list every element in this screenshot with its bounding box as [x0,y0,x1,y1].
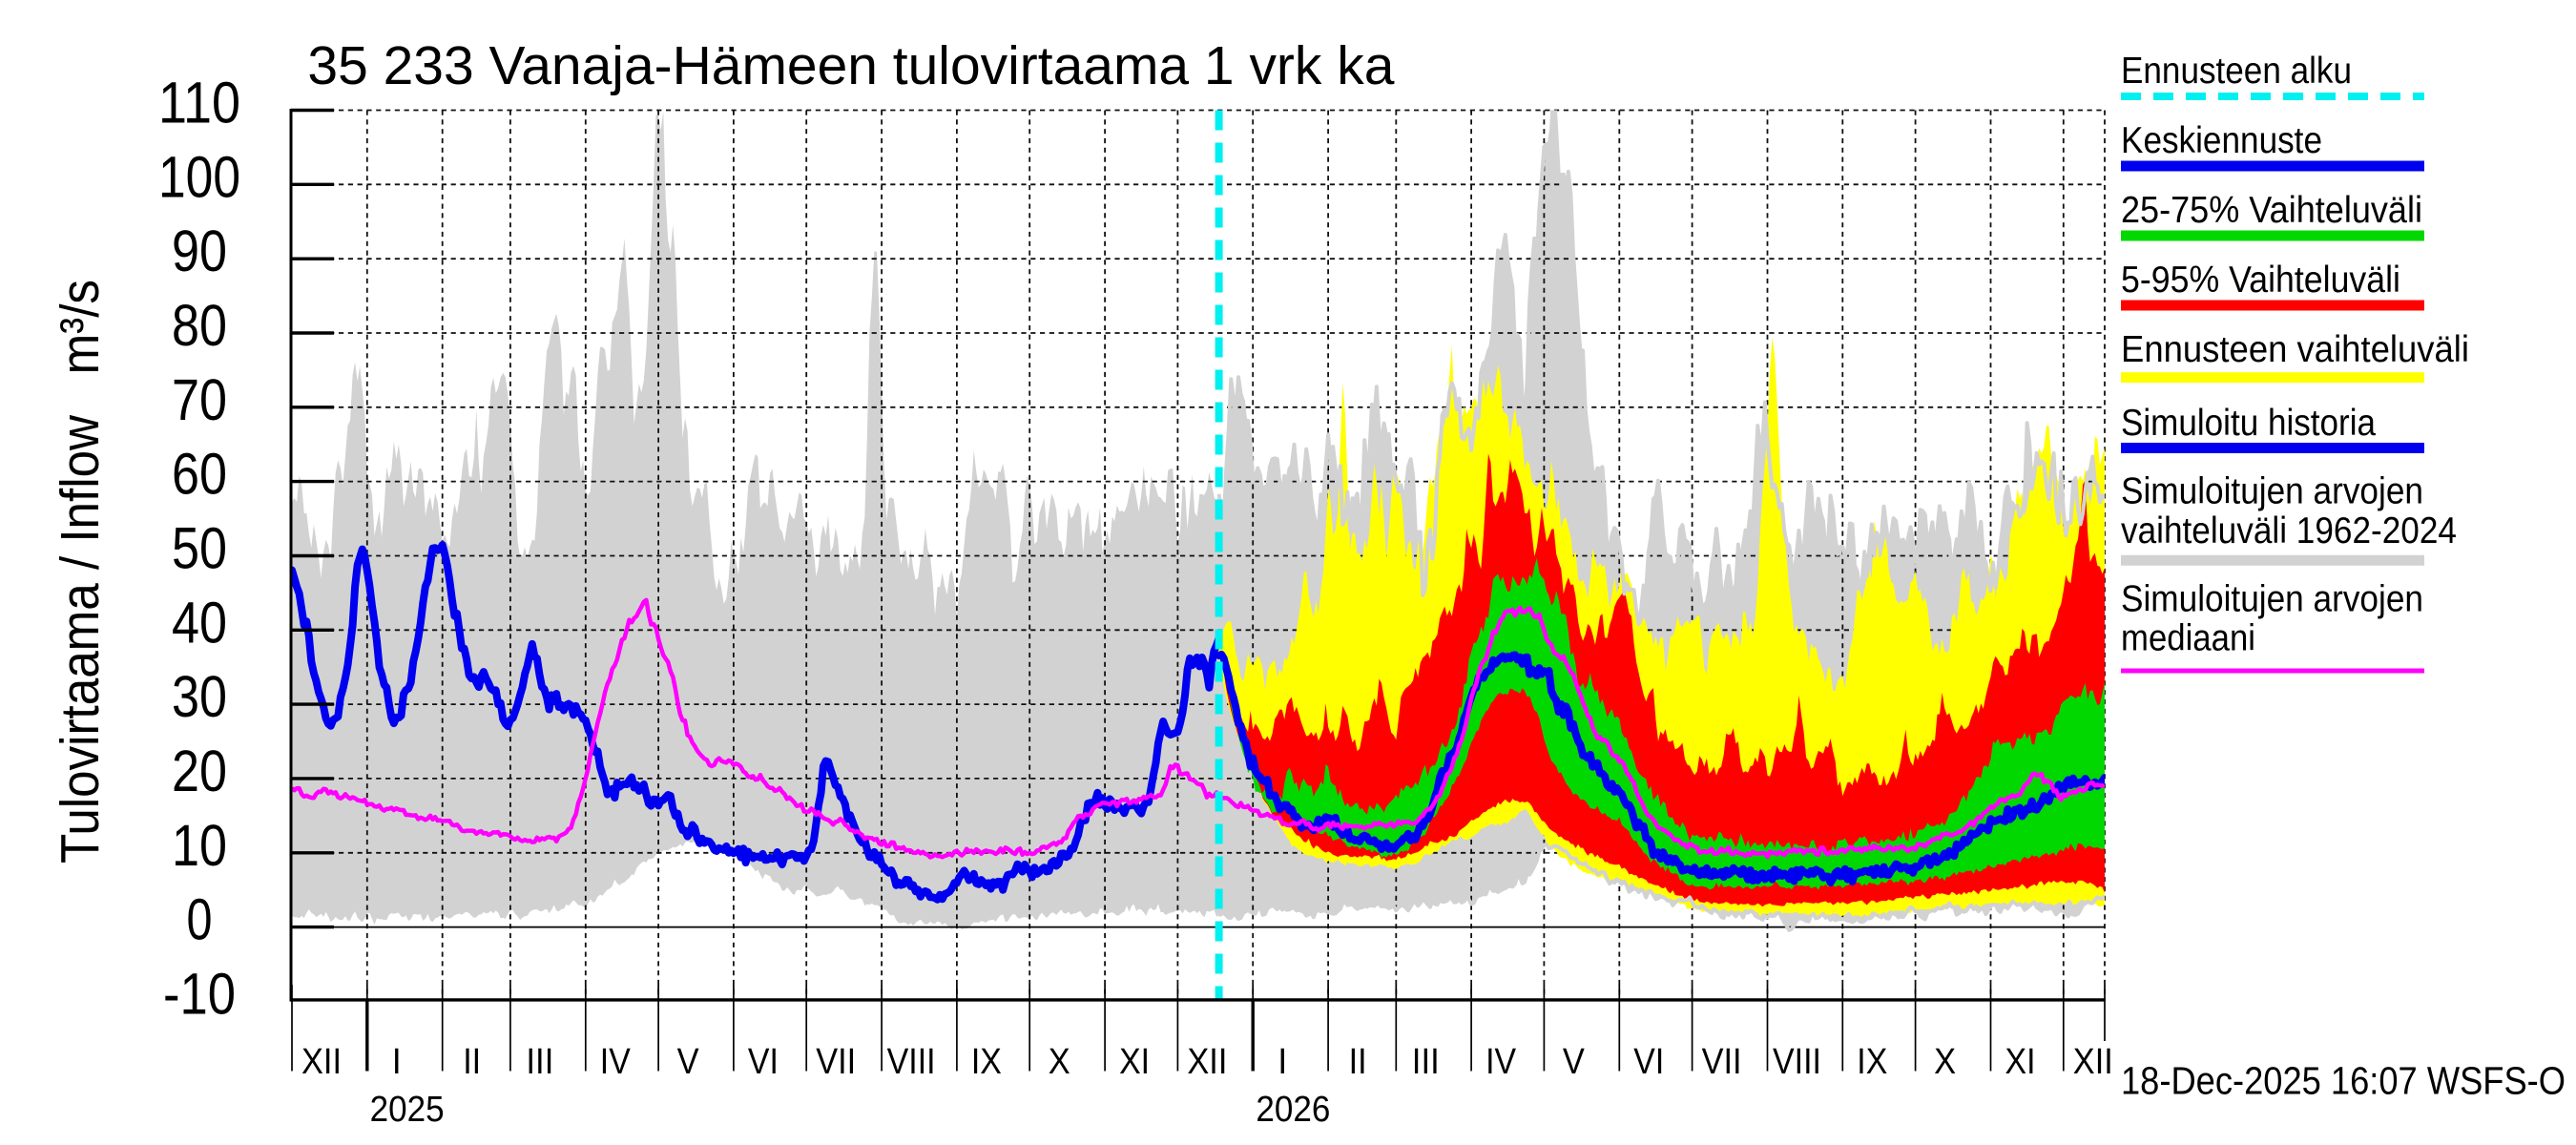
svg-text:IV: IV [1485,1042,1517,1082]
svg-text:IV: IV [600,1042,632,1082]
svg-text:25-75% Vaihteluväli: 25-75% Vaihteluväli [2121,190,2422,231]
svg-text:70: 70 [172,367,227,432]
svg-text:IX: IX [1857,1042,1887,1082]
svg-text:XI: XI [2005,1042,2036,1082]
svg-text:2026: 2026 [1256,1090,1330,1130]
svg-text:V: V [1563,1042,1586,1082]
svg-text:VI: VI [748,1042,779,1082]
svg-text:Tulovirtaama / Inflow m³/s: Tulovirtaama / Inflow m³/s [50,280,111,864]
svg-text:-10: -10 [163,961,236,1026]
svg-text:35 233 Vanaja-Hämeen tulovirta: 35 233 Vanaja-Hämeen tulovirtaama 1 vrk … [307,35,1394,96]
svg-text:30: 30 [172,664,227,729]
svg-text:20: 20 [172,739,227,803]
svg-text:I: I [392,1042,402,1082]
svg-text:10: 10 [172,813,227,878]
svg-text:XI: XI [1119,1042,1150,1082]
svg-text:VI: VI [1633,1042,1664,1082]
svg-text:mediaani: mediaani [2121,618,2255,659]
svg-text:90: 90 [172,219,227,283]
svg-text:Ennusteen vaihteluväli: Ennusteen vaihteluväli [2121,329,2469,370]
svg-text:XII: XII [2073,1042,2113,1082]
svg-text:Ennusteen alku: Ennusteen alku [2121,51,2352,92]
svg-text:X: X [1049,1042,1070,1082]
svg-text:60: 60 [172,442,227,507]
svg-text:VIII: VIII [1773,1042,1821,1082]
svg-text:II: II [463,1042,481,1082]
svg-text:VIII: VIII [887,1042,936,1082]
svg-text:VII: VII [816,1042,856,1082]
svg-text:110: 110 [158,71,240,135]
svg-text:0: 0 [187,887,213,952]
svg-text:IX: IX [971,1042,1002,1082]
svg-text:2025: 2025 [370,1090,445,1130]
svg-text:VII: VII [1702,1042,1742,1082]
svg-text:80: 80 [172,293,227,358]
svg-text:XII: XII [301,1042,342,1082]
svg-text:Simuloitu historia: Simuloitu historia [2121,403,2376,444]
svg-text:100: 100 [158,144,240,209]
svg-text:II: II [1349,1042,1367,1082]
svg-text:50: 50 [172,515,227,580]
svg-text:Simuloitujen arvojen: Simuloitujen arvojen [2121,471,2423,512]
svg-text:18-Dec-2025 16:07 WSFS-O: 18-Dec-2025 16:07 WSFS-O [2121,1059,2566,1103]
svg-text:vaihteluväli 1962-2024: vaihteluväli 1962-2024 [2121,510,2457,552]
svg-text:I: I [1278,1042,1287,1082]
svg-text:Keskiennuste: Keskiennuste [2121,120,2322,161]
svg-text:5-95% Vaihteluväli: 5-95% Vaihteluväli [2121,260,2400,301]
svg-text:Simuloitujen arvojen: Simuloitujen arvojen [2121,579,2423,620]
svg-text:40: 40 [172,590,227,655]
svg-text:III: III [526,1042,553,1082]
svg-text:XII: XII [1187,1042,1227,1082]
svg-text:V: V [677,1042,700,1082]
svg-text:X: X [1934,1042,1956,1082]
svg-text:III: III [1412,1042,1440,1082]
